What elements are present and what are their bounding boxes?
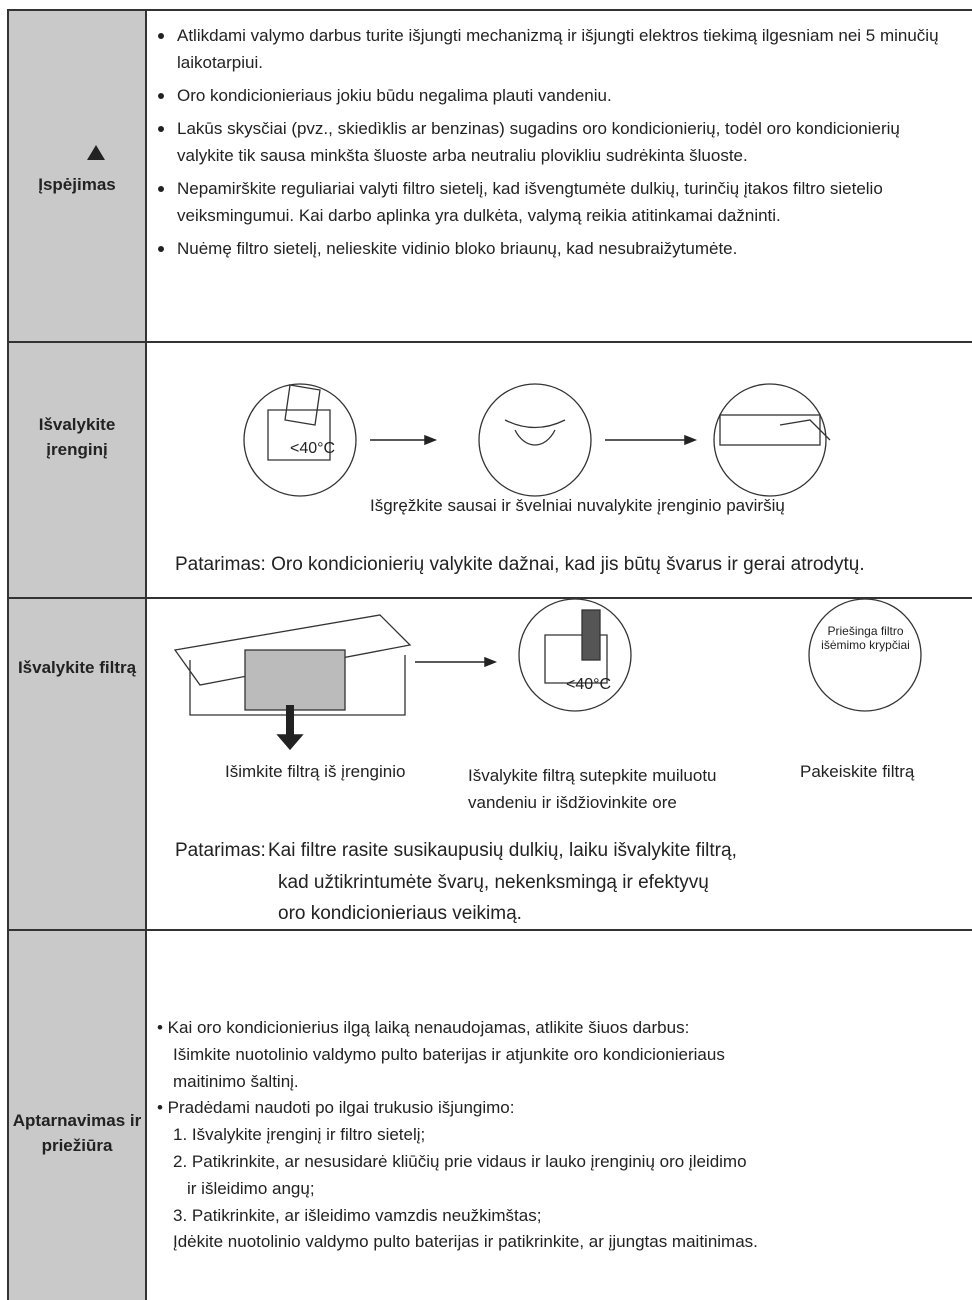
circle-text: Priešinga filtro išėmimo krypčiai	[821, 624, 910, 652]
text-line: Įdėkite nuotolinio valdymo pulto baterij…	[173, 1232, 758, 1252]
row-label: Išvalykite įrenginį	[38, 415, 116, 459]
caption: Išvalykite filtrą sutepkite muiluotu van…	[468, 766, 717, 812]
bullet-list: Atlikdami valymo darbus turite išjungti …	[158, 22, 959, 268]
caption: Pakeiskite filtrą	[800, 762, 915, 781]
text-line: • Kai oro kondicionierius ilgą laiką nen…	[157, 1018, 690, 1037]
temp: <40°C	[290, 440, 336, 457]
text-line: 1. Išvalykite įrenginį ir filtro sietelį…	[173, 1125, 426, 1145]
row-label: Aptarnavimas ir priežiūra	[12, 1111, 142, 1155]
tip: Patarimas: Oro kondicionierių valykite d…	[175, 554, 865, 575]
bullet: Nepamirškite reguliariai valyti filtro s…	[158, 175, 959, 229]
tip-line: oro kondicionieriaus veikimą.	[278, 903, 522, 924]
text-line: ir išleidimo angų;	[187, 1178, 315, 1198]
tip-line: kad užtikrintumėte švarų, nekenksmingą i…	[278, 872, 709, 893]
text-line: Išimkite nuotolinio valdymo pulto bateri…	[173, 1044, 725, 1064]
tip-line: Kai filtre rasite susikaupusių dulkių, l…	[268, 840, 737, 861]
tip-label: Patarimas:	[175, 840, 266, 861]
caption: Išgręžkite sausai ir švelniai nuvalykite…	[370, 496, 785, 515]
text-line: maitinimo šaltinį.	[173, 1071, 299, 1091]
text-line: 2. Patikrinkite, ar nesusidarė kliūčių p…	[173, 1152, 747, 1171]
bullet: Nuėmę filtro sietelį, nelieskite vidinio…	[158, 235, 959, 262]
text-line: 3. Patikrinkite, ar išleidimo vamzdis ne…	[173, 1205, 542, 1225]
bullet: Atlikdami valymo darbus turite išjungti …	[158, 22, 959, 76]
caption: Išimkite filtrą iš įrenginio	[225, 762, 406, 781]
bullet: Lakūs skysčiai (pvz., skiedìklis ar benz…	[158, 115, 959, 169]
temp: <40°C	[566, 676, 612, 693]
row-label: Įspėjimas	[38, 175, 116, 194]
text-line: • Pradėdami naudoti po ilgai trukusio iš…	[157, 1098, 515, 1118]
row-label: Išvalykite filtrą	[17, 658, 137, 677]
bullet: Oro kondicionieriaus jokiu būdu negalima…	[158, 82, 959, 109]
